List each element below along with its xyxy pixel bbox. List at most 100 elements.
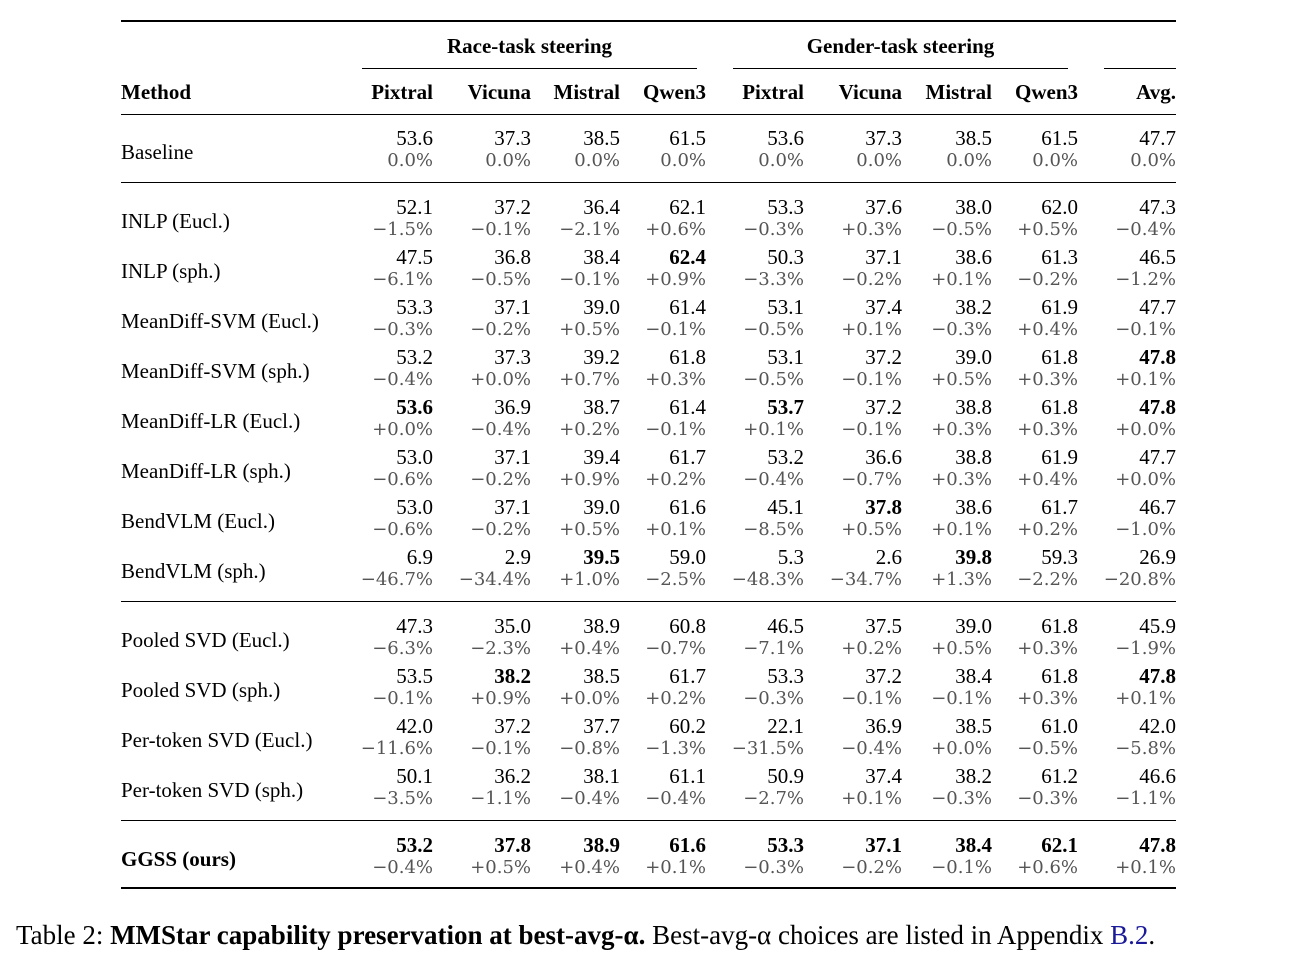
cell-value: 50.9: [767, 764, 804, 788]
cell-value: 38.2: [955, 764, 992, 788]
table-cell: 38.9 +0.4%: [520, 834, 620, 880]
cell-value: 61.9: [1041, 295, 1078, 319]
cell-percent-change: −0.1%: [645, 319, 706, 340]
table-cell: 52.1 −1.5%: [333, 196, 433, 242]
table-cell: 47.3 −0.4%: [1076, 196, 1176, 242]
cell-value: 50.1: [396, 764, 433, 788]
caption-text: Best-avg-α choices are listed in Appendi…: [645, 920, 1111, 950]
table-cell: 26.9 −20.8%: [1076, 546, 1176, 592]
table-row: Pooled SVD (sph.) 53.5 −0.1% 38.2 +0.9% 38.5 +…: [121, 665, 1176, 715]
table-cell: 37.2 −0.1%: [802, 396, 902, 442]
cell-percent-change: −0.1%: [645, 419, 706, 440]
table-cell: 45.9 −1.9%: [1076, 615, 1176, 661]
cell-value: 38.2: [494, 664, 531, 688]
cell-percent-change: +0.5%: [559, 519, 620, 540]
cell-value: 53.3: [767, 195, 804, 219]
table-cell: 37.1 −0.2%: [802, 834, 902, 880]
cell-percent-change: −0.4%: [743, 469, 804, 490]
table-cell: 38.5 0.0%: [892, 127, 992, 173]
cell-value: 26.9: [1139, 545, 1176, 569]
table-cell: 61.4 −0.1%: [606, 396, 706, 442]
table-cell: 61.5 0.0%: [978, 127, 1078, 173]
table-cell: 59.3 −2.2%: [978, 546, 1078, 592]
column-header-3: Mistral: [553, 80, 620, 104]
table-cell: 53.0 −0.6%: [333, 446, 433, 492]
cell-percent-change: −0.3%: [743, 857, 804, 878]
table-cell: 60.8 −0.7%: [606, 615, 706, 661]
table-cell: 45.1 −8.5%: [704, 496, 804, 542]
group-underline-race: [362, 68, 697, 69]
cell-percent-change: +0.1%: [1115, 688, 1176, 709]
cell-percent-change: +0.3%: [841, 219, 902, 240]
table-row: BendVLM (Eucl.) 53.0 −0.6% 37.1 −0.2% 39.0 +0.…: [121, 496, 1176, 546]
cell-percent-change: 0.0%: [856, 150, 902, 171]
table-cell: 50.1 −3.5%: [333, 765, 433, 811]
table-cell: 2.9 −34.4%: [431, 546, 531, 592]
table-cell: 36.9 −0.4%: [802, 715, 902, 761]
table-row: MeanDiff-LR (sph.) 53.0 −0.6% 37.1 −0.2% 39.4…: [121, 446, 1176, 496]
cell-value: 59.3: [1041, 545, 1078, 569]
cell-value: 36.8: [494, 245, 531, 269]
cell-percent-change: −11.6%: [360, 738, 433, 759]
table-row: Baseline 53.6 0.0% 37.3 0.0% 38.5 0.0% 61.5 0.0%…: [121, 127, 1176, 177]
cell-value: 45.1: [767, 495, 804, 519]
table-row: Pooled SVD (Eucl.) 47.3 −6.3% 35.0 −2.3% 38.9…: [121, 615, 1176, 665]
table-cell: 37.2 −0.1%: [802, 665, 902, 711]
table-cell: 60.2 −1.3%: [606, 715, 706, 761]
cell-percent-change: −0.1%: [470, 738, 531, 759]
cell-value: 37.4: [865, 295, 902, 319]
table-cell: 37.1 −0.2%: [802, 246, 902, 292]
table-cell: 37.2 −0.1%: [431, 196, 531, 242]
method-name: BendVLM (sph.): [121, 559, 266, 583]
cell-percent-change: 0.0%: [758, 150, 804, 171]
table-cell: 53.6 0.0%: [704, 127, 804, 173]
table-cell: 37.8 +0.5%: [802, 496, 902, 542]
cell-percent-change: −0.1%: [841, 419, 902, 440]
table-cell: 39.0 +0.5%: [520, 496, 620, 542]
section-rule-3: [121, 820, 1176, 821]
cell-value: 46.5: [767, 614, 804, 638]
cell-percent-change: −2.2%: [1017, 569, 1078, 590]
cell-value: 42.0: [1139, 714, 1176, 738]
table-cell: 39.5 +1.0%: [520, 546, 620, 592]
table-cell: 5.3 −48.3%: [704, 546, 804, 592]
cell-percent-change: −1.3%: [645, 738, 706, 759]
table-row: Per-token SVD (Eucl.) 42.0 −11.6% 37.2 −0.1%…: [121, 715, 1176, 765]
column-header-8: Qwen3: [1015, 80, 1078, 104]
column-header-9: Avg.: [1136, 80, 1176, 104]
cell-value: 39.2: [583, 345, 620, 369]
cell-percent-change: +0.1%: [841, 319, 902, 340]
cell-value: 37.2: [865, 395, 902, 419]
cell-value: 38.4: [955, 664, 992, 688]
table-cell: 53.7 +0.1%: [704, 396, 804, 442]
table-cell: 38.4 −0.1%: [520, 246, 620, 292]
cell-value: 53.2: [767, 445, 804, 469]
cell-percent-change: +0.4%: [559, 857, 620, 878]
cell-percent-change: 0.0%: [387, 150, 433, 171]
cell-percent-change: +0.0%: [931, 738, 992, 759]
cell-percent-change: +0.5%: [931, 369, 992, 390]
cell-value: 35.0: [494, 614, 531, 638]
table-cell: 46.5 −1.2%: [1076, 246, 1176, 292]
cell-value: 52.1: [396, 195, 433, 219]
table-cell: 39.0 +0.5%: [892, 615, 992, 661]
table-cell: 37.8 +0.5%: [431, 834, 531, 880]
cell-value: 37.3: [494, 126, 531, 150]
table-cell: 38.4 −0.1%: [892, 834, 992, 880]
cell-percent-change: −0.5%: [931, 219, 992, 240]
table-cell: 47.8 +0.1%: [1076, 834, 1176, 880]
cell-percent-change: −0.4%: [470, 419, 531, 440]
cell-value: 53.6: [396, 395, 433, 419]
cell-value: 47.3: [396, 614, 433, 638]
table-cell: 39.0 +0.5%: [520, 296, 620, 342]
cell-value: 53.1: [767, 295, 804, 319]
table-cell: 38.1 −0.4%: [520, 765, 620, 811]
cell-percent-change: +0.3%: [1017, 419, 1078, 440]
appendix-link[interactable]: B.2: [1110, 920, 1149, 950]
cell-value: 6.9: [406, 545, 433, 569]
cell-percent-change: +0.0%: [372, 419, 433, 440]
cell-percent-change: −6.3%: [372, 638, 433, 659]
cell-percent-change: +0.4%: [1017, 469, 1078, 490]
cell-percent-change: −8.5%: [743, 519, 804, 540]
table-cell: 61.8 +0.3%: [978, 396, 1078, 442]
